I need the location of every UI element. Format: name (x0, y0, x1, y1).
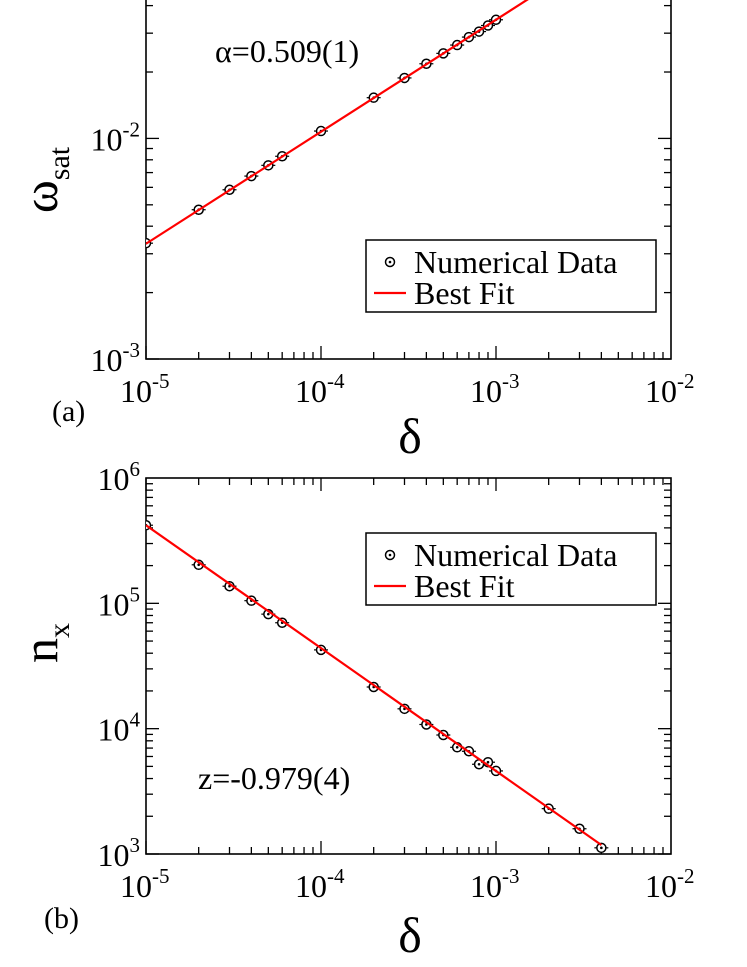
y-tick-base: 10 (91, 121, 123, 157)
panel-b: 10-5 10-4 10-3 10-2103104105106z=-0.979(4)N… (12, 457, 695, 963)
y-axis-label-main: ω (12, 180, 68, 213)
panel-label: (b) (44, 902, 79, 935)
x-tick-exponent: -4 (327, 864, 345, 888)
x-tick-base: 10 (295, 373, 327, 409)
x-tick-base: 10 (645, 373, 677, 409)
y-tick-base: 10 (98, 461, 130, 497)
x-tick-label: 10-4 (295, 864, 345, 904)
x-tick-base: 10 (120, 373, 152, 409)
y-tick-label: 10-3 (91, 338, 141, 378)
x-tick-exponent: -3 (502, 369, 520, 393)
legend-label-fit: Best Fit (414, 275, 515, 311)
plot-frame (145, 0, 672, 360)
y-tick-exponent: 6 (130, 457, 141, 481)
y-tick-label: 105 (98, 582, 141, 622)
data-point-dot (600, 846, 603, 850)
plot-frame (145, 477, 672, 855)
y-tick-exponent: 4 (130, 708, 141, 732)
legend-label-data: Numerical Data (414, 244, 617, 280)
x-tick-label: 10-5 (120, 864, 170, 904)
x-axis-label: δ (398, 907, 422, 963)
y-tick-base: 10 (98, 837, 130, 873)
x-tick-label: 10-5 (120, 369, 170, 409)
y-tick-base: 10 (98, 712, 130, 748)
x-axis-label: δ (398, 408, 422, 464)
x-tick-base: 10 (295, 868, 327, 904)
y-tick-label: 104 (98, 708, 141, 748)
data-point-dot (197, 563, 200, 567)
data-point (397, 703, 412, 715)
data-point-dot (486, 760, 490, 764)
data-point-dot (267, 612, 270, 616)
y-tick-base: 10 (98, 586, 130, 622)
x-tick-label: 10-3 (470, 864, 520, 904)
fit-annotation: α=0.509(1) (215, 33, 359, 69)
x-tick-exponent: -3 (502, 864, 520, 888)
x-tick-exponent: -5 (152, 864, 170, 888)
y-tick-label: 10-2 (91, 117, 141, 157)
plot-area (146, 519, 609, 854)
legend-label-data: Numerical Data (414, 537, 617, 573)
y-tick-exponent: 5 (130, 582, 141, 606)
y-tick-label: 106 (98, 457, 141, 497)
x-tick-exponent: -2 (677, 369, 695, 393)
panel-label: (a) (52, 395, 85, 428)
y-tick-exponent: -3 (123, 338, 141, 362)
data-point (594, 842, 609, 854)
best-fit-line (146, 0, 529, 245)
x-tick-exponent: -2 (677, 864, 695, 888)
y-tick-exponent: -2 (123, 117, 141, 141)
panel-a: 10-5 10-4 10-3 10-210-310-2α=0.509(1)Numeri… (12, 0, 695, 464)
data-point (314, 644, 328, 656)
legend-label-fit: Best Fit (414, 568, 515, 604)
x-tick-label: 10-2 (645, 369, 695, 409)
x-tick-base: 10 (645, 868, 677, 904)
y-axis-label-subscript: sat (43, 146, 76, 180)
legend-box (365, 532, 657, 606)
x-tick-base: 10 (120, 868, 152, 904)
x-tick-label: 10-2 (645, 864, 695, 904)
y-axis-label: ωsat (12, 146, 76, 213)
x-tick-exponent: -4 (327, 369, 345, 393)
y-tick-label: 103 (98, 833, 141, 873)
legend-marker-data-dot (388, 553, 392, 557)
y-axis-label: nx (12, 623, 76, 663)
legend-box (365, 239, 657, 313)
data-point-dot (455, 746, 459, 749)
legend-marker-data-dot (388, 260, 392, 264)
x-tick-base: 10 (470, 868, 502, 904)
x-tick-base: 10 (470, 373, 502, 409)
data-point-dot (477, 762, 481, 766)
fit-annotation: z=-0.979(4) (198, 760, 350, 796)
x-tick-label: 10-4 (295, 369, 345, 409)
x-tick-label: 10-3 (470, 369, 520, 409)
y-axis-label-main: n (12, 638, 68, 663)
y-tick-base: 10 (91, 342, 123, 378)
plot-area (146, 0, 529, 249)
y-axis-label-subscript: x (43, 623, 76, 638)
best-fit-line (146, 524, 602, 846)
x-tick-exponent: -5 (152, 369, 170, 393)
y-tick-exponent: 3 (130, 833, 141, 857)
